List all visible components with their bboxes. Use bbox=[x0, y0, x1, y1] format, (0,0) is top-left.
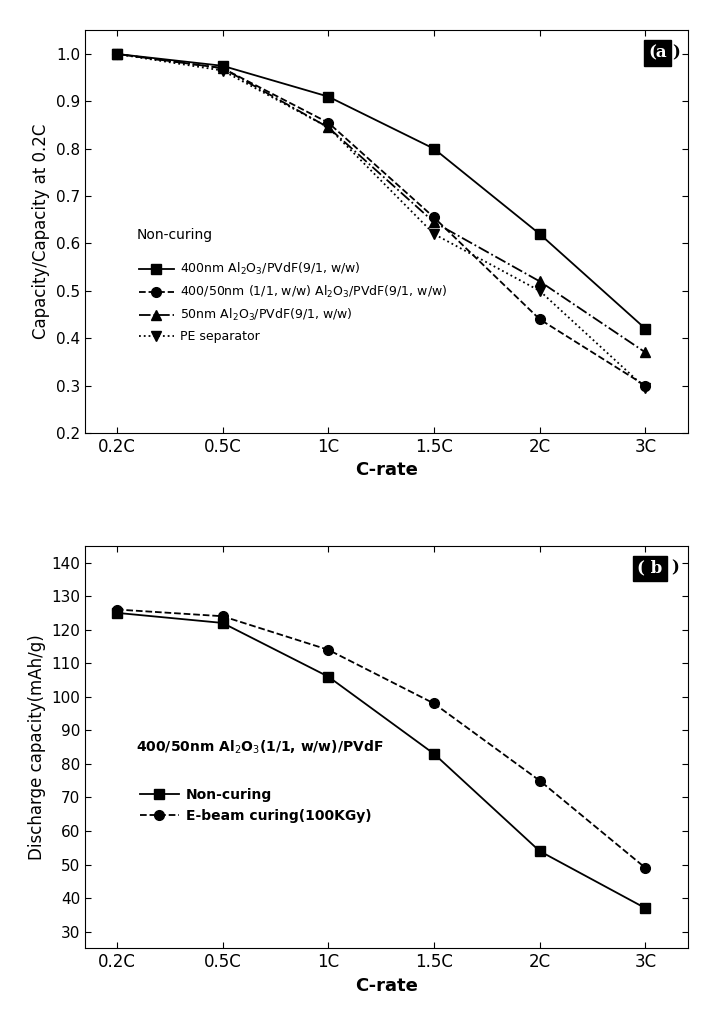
Text: 400/50nm Al$_2$O$_3$(1/1, w/w)/PVdF: 400/50nm Al$_2$O$_3$(1/1, w/w)/PVdF bbox=[136, 739, 384, 757]
Text: Non-curing: Non-curing bbox=[136, 228, 213, 242]
Text: ): ) bbox=[671, 560, 679, 577]
Text: ( b: ( b bbox=[637, 560, 662, 577]
Legend: 400nm Al$_2$O$_3$/PVdF(9/1, w/w), 400/50nm (1/1, w/w) Al$_2$O$_3$/PVdF(9/1, w/w): 400nm Al$_2$O$_3$/PVdF(9/1, w/w), 400/50… bbox=[133, 256, 452, 348]
Legend: Non-curing, E-beam curing(100KGy): Non-curing, E-beam curing(100KGy) bbox=[134, 782, 376, 828]
Y-axis label: Discharge capacity(mAh/g): Discharge capacity(mAh/g) bbox=[28, 635, 45, 860]
X-axis label: C-rate: C-rate bbox=[355, 461, 418, 479]
Y-axis label: Capacity/Capacity at 0.2C: Capacity/Capacity at 0.2C bbox=[33, 124, 50, 339]
Text: (a: (a bbox=[648, 44, 666, 62]
X-axis label: C-rate: C-rate bbox=[355, 977, 418, 995]
Text: ): ) bbox=[673, 44, 681, 62]
